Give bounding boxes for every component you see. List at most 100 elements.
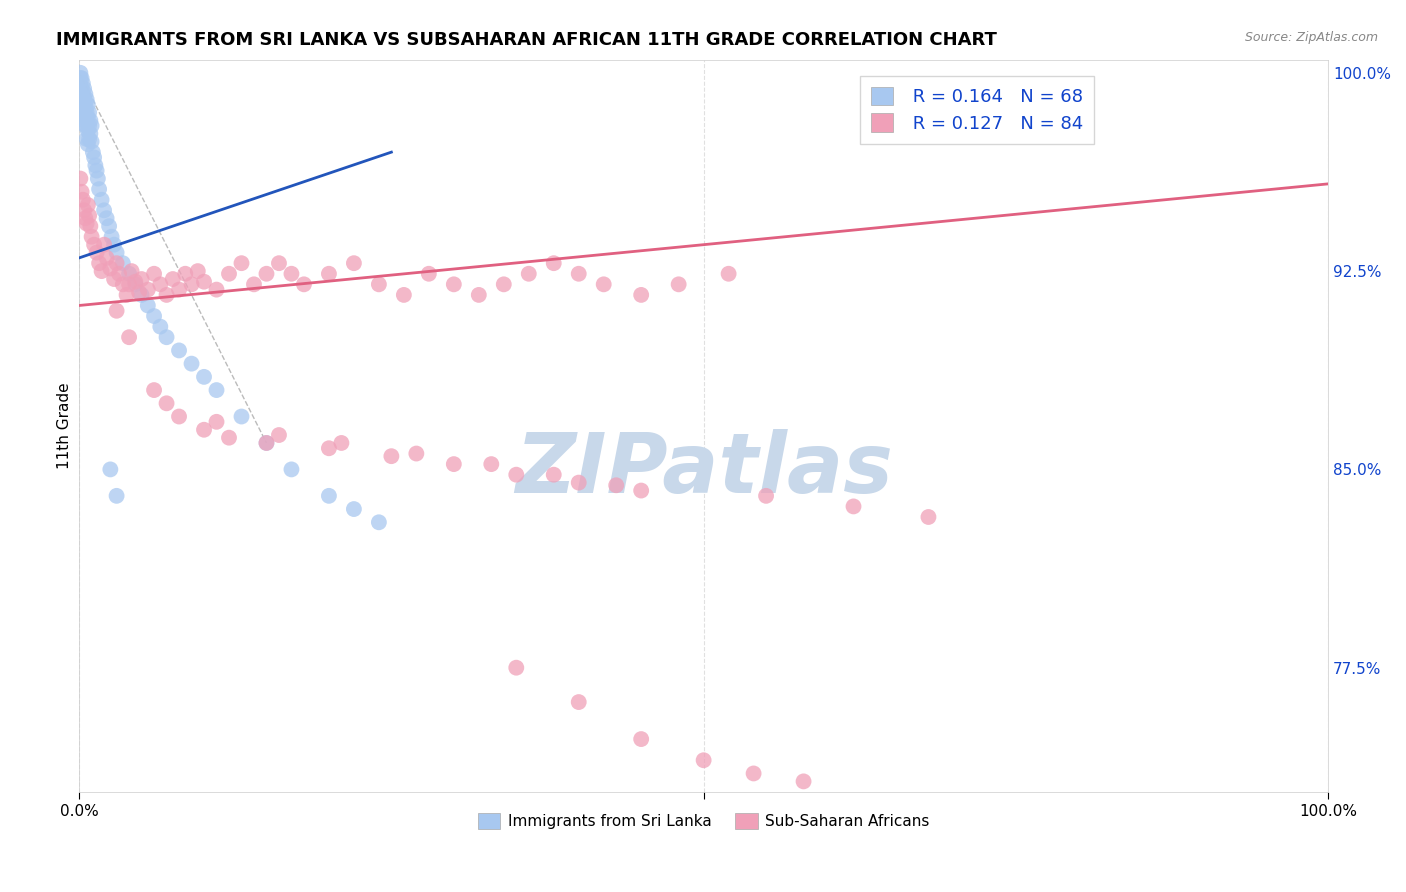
Point [93,237,115,252]
Point [72,97,94,112]
Point [136,283,159,297]
Point [98,462,121,476]
Point [543,467,565,482]
Point [218,267,240,281]
Point [231,256,253,270]
Point [243,277,266,292]
Point [96,211,118,226]
Point [83,237,105,252]
Point [256,436,278,450]
Point [87,182,110,196]
Point [143,383,166,397]
Point [143,267,166,281]
Point [82,145,104,160]
Point [343,502,366,516]
Point [108,267,131,281]
Point [149,277,172,292]
Point [76,217,98,231]
Point [80,119,103,133]
Point [76,105,98,120]
Point [73,92,96,106]
Point [842,500,865,514]
Y-axis label: 11th Grade: 11th Grade [58,383,72,469]
Point [72,76,94,90]
Point [76,119,98,133]
Point [75,108,97,122]
Point [105,303,128,318]
Point [468,288,491,302]
Legend: Immigrants from Sri Lanka, Sub-Saharan Africans: Immigrants from Sri Lanka, Sub-Saharan A… [471,807,936,836]
Point [280,267,302,281]
Point [443,457,465,471]
Point [84,158,107,172]
Point [76,132,98,146]
Point [70,103,93,117]
Point [155,396,177,410]
Point [90,264,112,278]
Point [630,288,652,302]
Point [167,283,190,297]
Point [105,489,128,503]
Point [70,71,93,86]
Point [205,283,228,297]
Point [76,198,98,212]
Point [143,309,166,323]
Point [592,277,614,292]
Point [73,81,96,95]
Point [115,288,138,302]
Point [692,753,714,767]
Point [79,219,101,234]
Point [180,277,202,292]
Point [505,467,527,482]
Point [492,277,515,292]
Point [72,193,94,207]
Point [76,97,98,112]
Point [76,111,98,125]
Point [128,285,150,300]
Point [405,446,427,460]
Point [174,267,197,281]
Point [380,449,402,463]
Point [77,209,100,223]
Point [318,442,340,456]
Point [630,483,652,498]
Point [73,203,96,218]
Point [124,277,146,292]
Point [79,113,101,128]
Point [76,137,98,152]
Point [267,428,290,442]
Point [343,256,366,270]
Point [73,113,96,128]
Point [155,288,177,302]
Point [205,383,228,397]
Point [605,478,627,492]
Point [70,185,93,199]
Point [69,78,91,93]
Point [568,475,591,490]
Point [72,108,94,122]
Point [69,71,91,86]
Point [668,277,690,292]
Text: Source: ZipAtlas.com: Source: ZipAtlas.com [1244,31,1378,45]
Point [98,219,121,234]
Point [267,256,290,270]
Point [193,423,215,437]
Point [318,267,340,281]
Point [218,431,240,445]
Point [568,267,591,281]
Point [717,267,740,281]
Point [118,277,141,292]
Point [136,298,159,312]
Point [118,330,141,344]
Point [75,87,97,101]
Point [149,319,172,334]
Point [330,436,353,450]
Point [155,330,177,344]
Point [543,256,565,270]
Point [793,774,815,789]
Point [69,66,91,80]
Point [83,150,105,164]
Point [90,193,112,207]
Point [280,462,302,476]
Point [111,256,134,270]
